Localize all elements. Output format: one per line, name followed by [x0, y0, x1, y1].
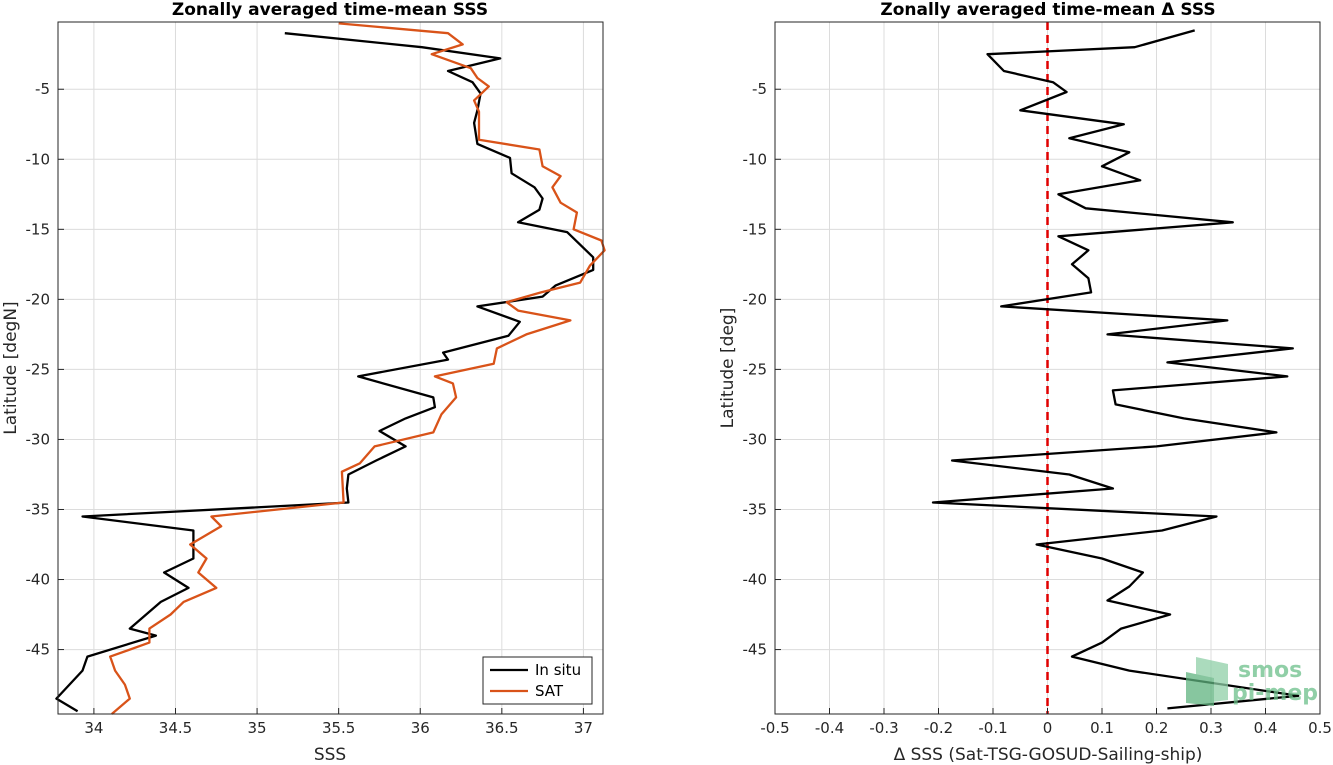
- left-x-tick-label: 34: [84, 719, 103, 737]
- legend-box: [482, 656, 593, 705]
- logo-text-pi-mep: pi-mep: [1232, 681, 1318, 706]
- left-y-tick-label: -5: [35, 80, 50, 98]
- legend-label-in-situ: In situ: [535, 661, 581, 679]
- left-y-axis-label: Latitude [degN]: [1, 301, 21, 434]
- left-y-tick-label: -10: [26, 150, 51, 168]
- left-y-tick-label: -25: [26, 360, 51, 378]
- right-y-tick-label: -10: [743, 150, 768, 168]
- right-x-tick-label: 0.1: [1090, 719, 1114, 737]
- left-y-tick-label: -35: [26, 500, 51, 518]
- right-x-tick-label: -0.5: [760, 719, 789, 737]
- right-x-tick-labels: -0.5 -0.4 -0.3 -0.2 -0.1 0 0.1 0.2 0.3 0.4 0.5: [760, 708, 1332, 737]
- right-x-axis-label: Δ SSS (Sat-TSG-GOSUD-Sailing-ship): [894, 745, 1203, 765]
- left-x-axis-label: SSS: [314, 745, 346, 765]
- right-y-tick-label: -25: [743, 360, 768, 378]
- right-series-line-delta-sss: [931, 29, 1300, 710]
- logo-text-smos: smos: [1238, 658, 1302, 683]
- right-x-tick-label: -0.3: [869, 719, 898, 737]
- right-y-tick-label: -30: [743, 430, 768, 448]
- legend-label-sat: SAT: [535, 682, 564, 700]
- right-x-tick-label: 0: [1043, 719, 1053, 737]
- left-grid: [58, 22, 603, 714]
- left-series-line-in-situ: [55, 32, 595, 713]
- left-y-tick-label: -45: [26, 641, 51, 659]
- logo-mark-front: [1186, 672, 1214, 706]
- left-x-tick-label: 35: [248, 719, 267, 737]
- left-y-tick-label: -20: [26, 290, 51, 308]
- right-series-layer: [931, 29, 1300, 710]
- right-y-tick-label: -5: [752, 80, 767, 98]
- left-x-tick-label: 37: [574, 719, 593, 737]
- legend: In situ SAT: [482, 656, 593, 705]
- right-chart: -0.5 -0.4 -0.3 -0.2 -0.1 0 0.1 0.2 0.3 0.4 0.5 -5-…: [718, 0, 1332, 765]
- right-x-tick-label: 0.2: [1145, 719, 1169, 737]
- left-x-tick-labels: 34 34.5 35 35.5 36 36.5 37: [84, 708, 593, 737]
- right-y-tick-label: -40: [743, 571, 768, 589]
- left-series-layer: [55, 22, 606, 715]
- left-y-tick-label: -15: [26, 220, 51, 238]
- left-x-tick-label: 36: [411, 719, 430, 737]
- right-y-tick-label: -20: [743, 290, 768, 308]
- right-y-tick-label: -15: [743, 220, 768, 238]
- right-x-tick-label: -0.4: [815, 719, 844, 737]
- left-plot-area: [58, 22, 603, 714]
- right-y-tick-labels: -5 -10 -15 -20 -25 -30 -35 -40 -45: [743, 80, 781, 659]
- left-x-tick-label: 36.5: [485, 719, 518, 737]
- left-x-tick-label: 34.5: [159, 719, 192, 737]
- right-x-tick-label: -0.2: [924, 719, 953, 737]
- right-x-tick-label: -0.1: [978, 719, 1007, 737]
- left-chart: 34 34.5 35 35.5 36 36.5 37 -5 -10 -15 -20 -25 -30 -3…: [1, 0, 606, 765]
- left-y-tick-labels: -5 -10 -15 -20 -25 -30 -35 -40 -45: [26, 80, 64, 659]
- left-chart-title: Zonally averaged time-mean SSS: [172, 0, 488, 20]
- left-y-tick-label: -30: [26, 430, 51, 448]
- right-x-tick-label: 0.4: [1254, 719, 1278, 737]
- right-chart-title: Zonally averaged time-mean Δ SSS: [880, 0, 1215, 20]
- right-x-tick-label: 0.5: [1308, 719, 1332, 737]
- right-y-tick-label: -45: [743, 641, 768, 659]
- smos-pi-mep-logo: smos pi-mep: [1186, 657, 1318, 706]
- right-y-axis-label: Latitude [deg]: [718, 308, 738, 429]
- left-axes-box: [57, 21, 604, 715]
- right-y-tick-label: -35: [743, 500, 768, 518]
- left-x-tick-label: 35.5: [322, 719, 355, 737]
- left-series-line-sat: [109, 22, 606, 715]
- right-x-tick-label: 0.3: [1199, 719, 1223, 737]
- left-y-tick-label: -40: [26, 571, 51, 589]
